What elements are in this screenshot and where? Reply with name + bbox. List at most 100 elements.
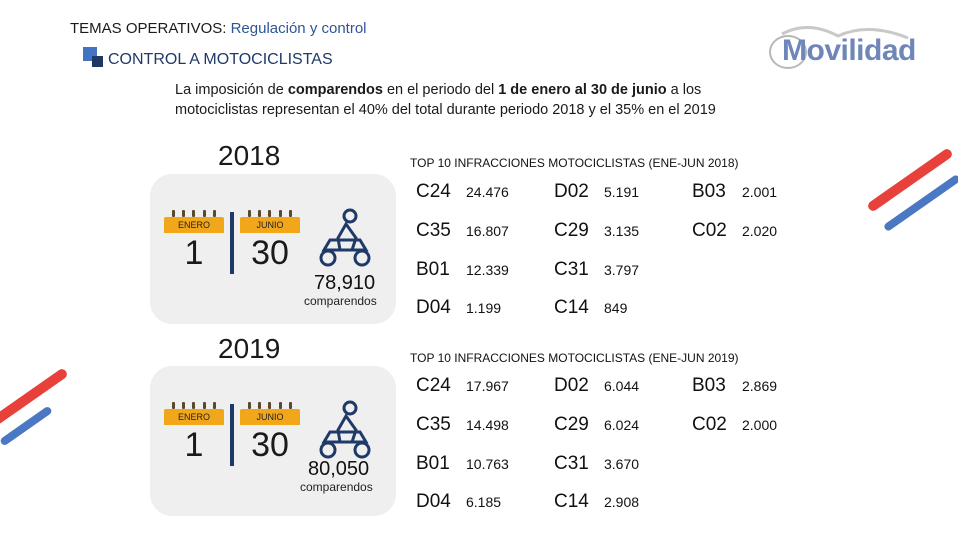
infraction-value: 2.000 [742, 417, 778, 433]
calendar-month: JUNIO [240, 217, 300, 233]
infraction-cell: C29 3.135 [550, 217, 639, 245]
header-sub: Regulación y control [230, 20, 367, 37]
infraction-value: 1.199 [466, 300, 502, 316]
motorcycle-rider-icon [316, 208, 374, 275]
infraction-value: 849 [604, 300, 628, 316]
infraction-code: B01 [412, 450, 460, 478]
infraction-code: B03 [688, 178, 736, 206]
intro-text-2: en el periodo del [382, 82, 499, 98]
infraction-code: D02 [550, 372, 598, 400]
infraction-cell: B01 10.763 [412, 450, 509, 478]
infraction-value: 24.476 [466, 184, 509, 200]
infraction-code: C14 [550, 294, 598, 322]
infraction-code: C31 [550, 256, 598, 284]
section-bullet-shadow [92, 56, 103, 67]
comparendos-count-2018: 78,910 [314, 272, 376, 294]
infraction-value: 16.807 [466, 223, 509, 239]
infraction-value: 6.044 [604, 378, 640, 394]
infractions-grid-2019: C24 17.967 D02 6.044 B03 2.869 C35 14.498 C29 6.0… [412, 372, 812, 522]
infraction-code: C29 [550, 411, 598, 439]
calendar-day: 1 [184, 426, 204, 464]
infraction-code: C24 [412, 372, 460, 400]
infraction-cell: B03 2.869 [688, 372, 777, 400]
infraction-code: C35 [412, 411, 460, 439]
year-2019-label: 2019 [218, 333, 281, 364]
infraction-cell: C24 17.967 [412, 372, 509, 400]
infraction-cell: C14 2.908 [550, 488, 639, 516]
section-title: CONTROL A MOTOCICLISTAS [108, 51, 333, 68]
infraction-code: C02 [688, 411, 736, 439]
infraction-value: 6.024 [604, 417, 640, 433]
top10-title-2018: TOP 10 INFRACCIONES MOTOCICLISTAS (ENE-J… [410, 156, 739, 170]
calendar-rings [164, 210, 224, 217]
comparendos-label-2019: comparendos [300, 480, 373, 494]
calendar-end-2019: JUNIO 30 [240, 402, 300, 464]
infraction-cell: D02 6.044 [550, 372, 639, 400]
infraction-value: 10.763 [466, 456, 509, 472]
infraction-value: 3.670 [604, 456, 640, 472]
comparendos-count-2019: 80,050 [308, 458, 370, 480]
infraction-value: 2.001 [742, 184, 778, 200]
calendar-rings [164, 402, 224, 409]
infraction-value: 17.967 [466, 378, 509, 394]
infraction-value: 5.191 [604, 184, 640, 200]
header-main: TEMAS OPERATIVOS: [70, 20, 227, 37]
page-header: TEMAS OPERATIVOS: Regulación y control [70, 20, 367, 37]
calendar-day: 30 [251, 426, 289, 464]
infraction-code: B01 [412, 256, 460, 284]
infraction-cell: D02 5.191 [550, 178, 639, 206]
intro-text-3: a los motociclistas representan el 40% d… [175, 82, 716, 118]
infraction-cell: B01 12.339 [412, 256, 509, 284]
infraction-code: D04 [412, 294, 460, 322]
infraction-value: 12.339 [466, 262, 509, 278]
infraction-value: 2.869 [742, 378, 778, 394]
infraction-code: C24 [412, 178, 460, 206]
infraction-cell: B03 2.001 [688, 178, 777, 206]
calendar-start-2019: ENERO 1 [164, 402, 224, 464]
infraction-value: 2.020 [742, 223, 778, 239]
infraction-value: 6.185 [466, 494, 502, 510]
summary-card-2018: ENERO 1 JUNIO 30 78,910 comparendos [150, 174, 396, 324]
infraction-code: C14 [550, 488, 598, 516]
infractions-grid-2018: C24 24.476 D02 5.191 B03 2.001 C35 16.807 C29 3.1… [412, 178, 812, 328]
infraction-cell: C31 3.797 [550, 256, 639, 284]
intro-bold-2: 1 de enero al 30 de junio [498, 82, 667, 98]
infraction-code: C31 [550, 450, 598, 478]
year-2018-label: 2018 [218, 140, 281, 171]
infraction-value: 3.797 [604, 262, 640, 278]
infraction-value: 14.498 [466, 417, 509, 433]
infraction-code: C29 [550, 217, 598, 245]
infraction-code: C35 [412, 217, 460, 245]
infraction-cell: C31 3.670 [550, 450, 639, 478]
infraction-cell: C02 2.000 [688, 411, 777, 439]
decor-stripe-red-right [866, 147, 954, 213]
calendar-start-2018: ENERO 1 [164, 210, 224, 272]
calendar-month: ENERO [164, 409, 224, 425]
infraction-cell: C24 24.476 [412, 178, 509, 206]
top10-title-2019: TOP 10 INFRACCIONES MOTOCICLISTAS (ENE-J… [410, 351, 739, 365]
infraction-cell: C35 16.807 [412, 217, 509, 245]
comparendos-label-2018: comparendos [304, 294, 377, 308]
movilidad-logo: Movilidad [768, 26, 928, 72]
calendar-end-2018: JUNIO 30 [240, 210, 300, 272]
decor-stripe-blue-right [882, 173, 958, 233]
infraction-value: 2.908 [604, 494, 640, 510]
infraction-cell: C02 2.020 [688, 217, 777, 245]
infraction-code: C02 [688, 217, 736, 245]
infraction-value: 3.135 [604, 223, 640, 239]
intro-text-1: La imposición de [175, 82, 288, 98]
calendar-divider [230, 212, 234, 274]
calendar-rings [240, 402, 300, 409]
infraction-cell: D04 6.185 [412, 488, 501, 516]
intro-bold-1: comparendos [287, 82, 383, 98]
logo-text: Movilidad [782, 34, 916, 67]
calendar-rings [240, 210, 300, 217]
infraction-code: D02 [550, 178, 598, 206]
infraction-cell: C29 6.024 [550, 411, 639, 439]
infraction-cell: C14 849 [550, 294, 627, 322]
infraction-code: B03 [688, 372, 736, 400]
calendar-divider [230, 404, 234, 466]
infraction-cell: D04 1.199 [412, 294, 501, 322]
summary-card-2019: ENERO 1 JUNIO 30 80,050 comparendos [150, 366, 396, 516]
infraction-code: D04 [412, 488, 460, 516]
